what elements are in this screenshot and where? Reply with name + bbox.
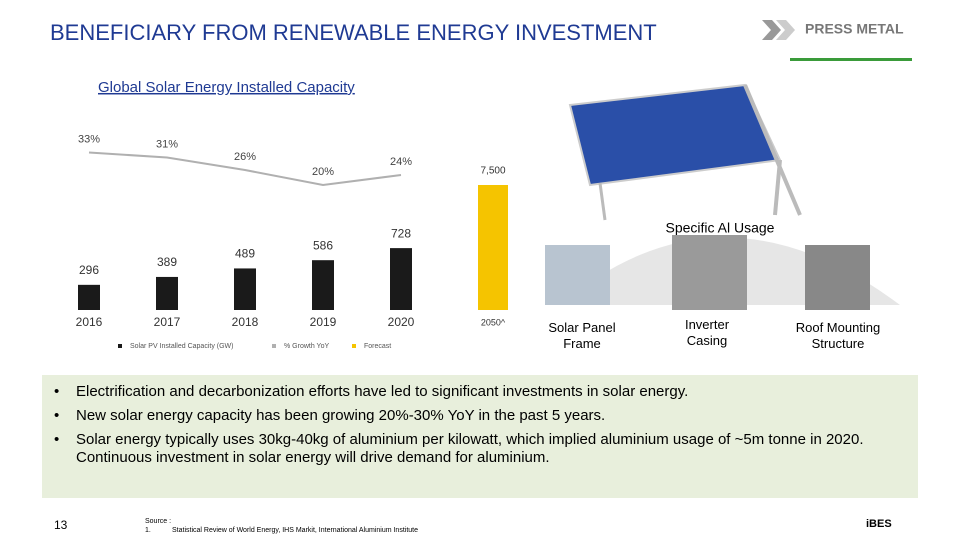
bar	[390, 248, 412, 310]
logo-chevron	[762, 20, 781, 40]
legend-label: Forecast	[364, 343, 391, 350]
data-label: 489	[235, 247, 255, 261]
bar	[312, 260, 334, 310]
bullet: New solar energy capacity has been growi…	[54, 407, 918, 425]
header-rule	[790, 58, 912, 61]
photo-roof	[805, 245, 870, 310]
data-label: 586	[313, 238, 333, 252]
data-label: 26%	[234, 151, 256, 163]
page-number: 13	[54, 518, 68, 532]
source-number: 1.	[145, 527, 151, 534]
legend-swatch	[118, 344, 122, 348]
bar	[478, 185, 508, 310]
brand: iBES	[866, 518, 892, 530]
data-label: 296	[79, 263, 99, 277]
usage-item: Roof Mounting Structure	[796, 320, 881, 351]
legend-swatch	[272, 344, 276, 348]
bullet-panel: Electrification and decarbonization effo…	[42, 375, 918, 498]
logo-chevron	[776, 20, 795, 40]
usage-item: Solar Panel Frame	[548, 320, 615, 351]
bullet: Electrification and decarbonization effo…	[54, 383, 918, 401]
data-label: 7,500	[480, 166, 505, 177]
legend-label: Solar PV Installed Capacity (GW)	[130, 343, 233, 350]
slide-title: BENEFICIARY FROM RENEWABLE ENERGY INVEST…	[50, 20, 657, 45]
usage-item: Inverter Casing	[685, 317, 730, 348]
data-label: 728	[391, 226, 411, 240]
data-label: 33%	[78, 133, 100, 145]
x-tick-label: 2050^	[481, 317, 506, 327]
source-text: Statistical Review of World Energy, IHS …	[172, 527, 418, 534]
logo-text: PRESS METAL	[805, 21, 904, 37]
solar-panel-illustration	[568, 83, 802, 221]
bar	[234, 268, 256, 310]
x-tick-label: 2018	[232, 315, 259, 329]
legend-swatch	[352, 344, 356, 348]
data-label: 31%	[156, 138, 178, 150]
data-label: 389	[157, 255, 177, 269]
data-label: 24%	[390, 156, 412, 168]
x-tick-label: 2020	[388, 315, 415, 329]
legend-label: % Growth YoY	[284, 343, 329, 350]
data-label: 20%	[312, 166, 334, 178]
bar	[156, 276, 178, 310]
bullet: Solar energy typically uses 30kg-40kg of…	[54, 431, 918, 467]
photo-frame	[545, 245, 610, 305]
x-tick-label: 2019	[310, 315, 337, 329]
growth-line	[88, 151, 402, 187]
bar	[78, 284, 100, 310]
x-tick-label: 2017	[154, 315, 181, 329]
source-label: Source :	[145, 518, 171, 525]
usage-title: Specific Al Usage	[666, 220, 775, 236]
photo-inverter	[672, 235, 747, 310]
x-tick-label: 2016	[76, 315, 103, 329]
chart-title: Global Solar Energy Installed Capacity	[98, 79, 355, 96]
